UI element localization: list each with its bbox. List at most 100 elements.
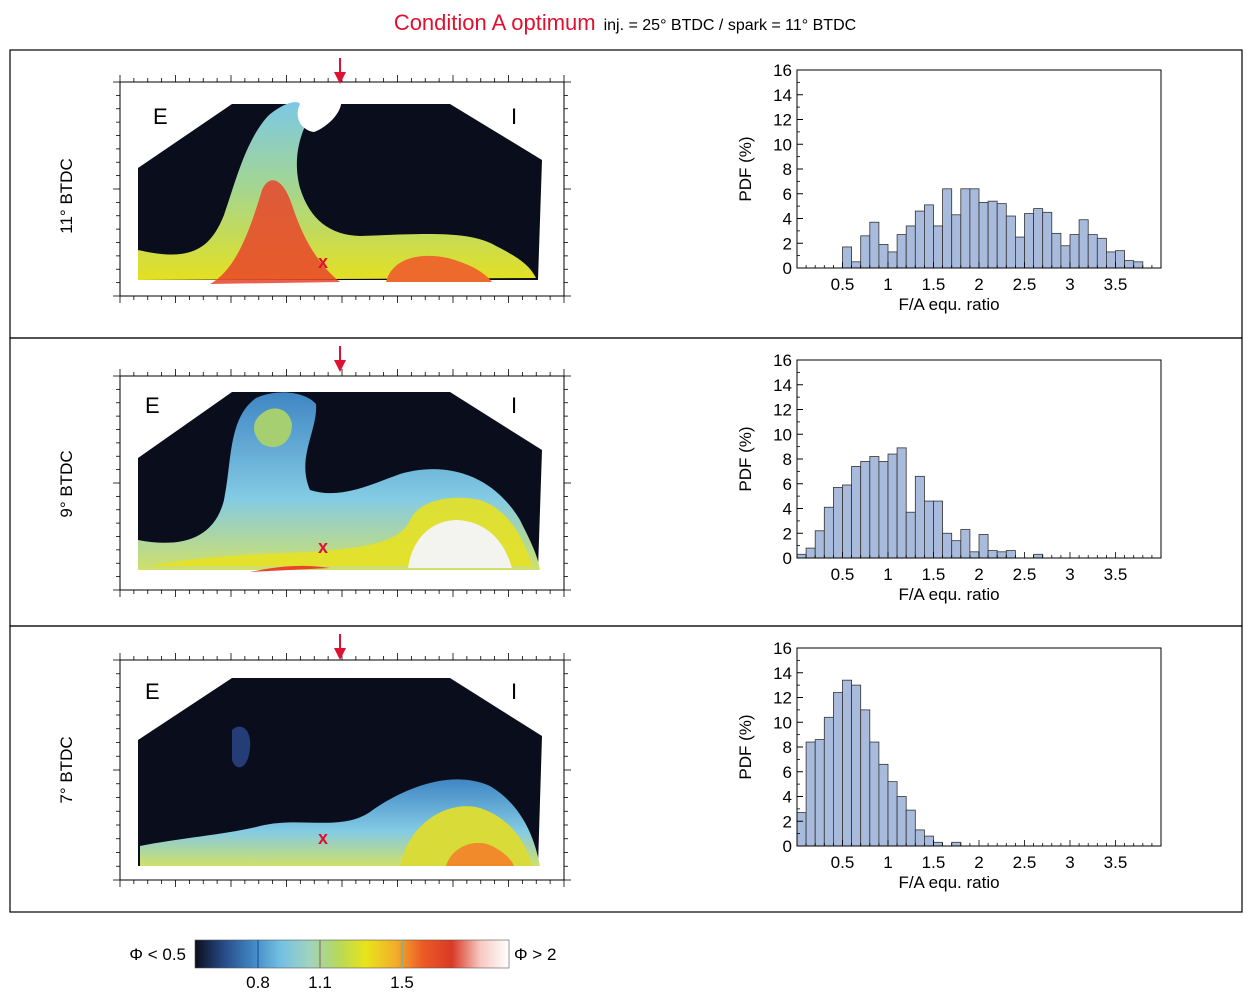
pdf-histogram: 0 2 4 6 8 10 12 14 16 0.5 1 1.5 2 2.5 3 3.5 F/A equ. rat… (736, 351, 1162, 604)
rich-zone (250, 565, 330, 572)
intake-marker: I (511, 104, 517, 129)
histogram-bar (996, 551, 1007, 559)
histogram-bar (1115, 250, 1125, 269)
histogram-bar (1033, 553, 1044, 559)
y-tick-label: 14 (773, 86, 792, 105)
histogram-bar (1005, 215, 1016, 269)
exhaust-marker: E (153, 104, 168, 129)
mixture-plume (138, 102, 536, 280)
histogram-bar (896, 447, 907, 559)
spark-plug-marker: x (318, 537, 328, 557)
histogram-bar (796, 553, 807, 559)
histogram-bar (1051, 232, 1062, 269)
histogram-bar (823, 716, 834, 847)
y-axis-label: PDF (%) (736, 426, 755, 491)
colorbar: Φ < 0.5 Φ > 2 0.8 1.1 1.5 (129, 939, 556, 992)
spark-plug-marker: x (318, 828, 328, 848)
histogram-bar (933, 500, 944, 559)
pdf-histogram: 0 2 4 6 8 10 12 14 16 0.5 1 1.5 2 2.5 3 3.5 F/A equ. rat… (736, 61, 1162, 314)
histogram-bar (960, 188, 971, 269)
image-ticks (113, 75, 571, 303)
y-tick-label: 6 (783, 185, 792, 204)
histogram-bar (969, 551, 980, 559)
histogram-bar (851, 466, 862, 559)
histogram-bar (914, 475, 925, 559)
histogram-bar (1106, 251, 1116, 269)
panel-7-btdc: 7° BTDC E I x 0 2 4 6 8 10 12 14 16 0.5 1 1.5 2 2.5 3 3… (9, 625, 1243, 913)
histogram-bar (924, 835, 934, 847)
histogram-bar (1124, 260, 1135, 269)
y-tick-label: 10 (773, 135, 792, 154)
pdf-histogram: 0 2 4 6 8 10 12 14 16 0.5 1 1.5 2 2.5 3 3.5 F/A equ. rat… (736, 639, 1162, 892)
lean-pocket (232, 726, 251, 768)
histogram-bar (860, 709, 871, 847)
x-tick-label: 1 (883, 275, 892, 294)
y-tick-label: 0 (783, 259, 792, 278)
y-tick-label: 6 (783, 475, 792, 494)
down-arrow-icon (334, 58, 346, 84)
intake-marker: I (511, 679, 517, 704)
exhaust-marker: E (145, 679, 160, 704)
y-tick-label: 12 (773, 401, 792, 420)
histogram-bar (833, 487, 843, 559)
x-axis-label: F/A equ. ratio (898, 585, 999, 604)
y-tick-label: 0 (783, 549, 792, 568)
histogram-bar (914, 829, 925, 847)
histogram-bar (869, 221, 880, 269)
y-tick-label: 16 (773, 61, 792, 80)
x-tick-label: 2.5 (1013, 565, 1037, 584)
histogram-bar (1133, 261, 1144, 269)
panel-frame (9, 625, 1243, 913)
colorbar-max-label: Φ > 2 (514, 945, 556, 964)
histogram-bar (924, 204, 934, 269)
histogram-bar (1060, 245, 1071, 269)
histogram-bar (978, 534, 989, 559)
exhaust-marker: E (145, 393, 160, 418)
histogram-bar (851, 261, 862, 269)
y-tick-label: 10 (773, 713, 792, 732)
y-tick-label: 2 (783, 234, 792, 253)
histogram-bar (842, 679, 853, 847)
histogram-bar (823, 506, 834, 559)
x-tick-label: 3.5 (1104, 275, 1128, 294)
x-tick-label: 1.5 (922, 853, 946, 872)
histogram-bar (1087, 234, 1098, 269)
histogram-bar (860, 461, 871, 559)
y-tick-label: 4 (783, 500, 792, 519)
y-tick-label: 2 (783, 812, 792, 831)
panel-11-btdc: 11° BTDC E I x 0 2 4 6 8 10 12 14 16 0.5 1 1.5 2 2.5 3… (9, 49, 1243, 339)
y-tick-label: 0 (783, 837, 792, 856)
histogram-bar (887, 781, 898, 847)
y-axis-label: PDF (%) (736, 136, 755, 201)
x-tick-label: 1 (883, 565, 892, 584)
histogram-bar (878, 763, 889, 847)
histogram-bar (951, 214, 962, 269)
histogram-bar (896, 796, 907, 847)
rich-zone (210, 180, 340, 284)
histogram-bar (905, 511, 916, 559)
histogram-bar (960, 529, 971, 559)
histogram-bar (842, 246, 853, 269)
histogram-bar (814, 530, 825, 559)
x-axis-label: F/A equ. ratio (898, 873, 999, 892)
histogram-bar (869, 741, 880, 847)
y-tick-label: 8 (783, 160, 792, 179)
histogram-bar (942, 188, 953, 269)
histogram-bar (942, 532, 953, 559)
x-tick-label: 0.5 (831, 565, 855, 584)
histogram-bar (924, 500, 934, 559)
x-tick-label: 1 (883, 853, 892, 872)
y-tick-label: 16 (773, 351, 792, 370)
intake-marker: I (511, 393, 517, 418)
histogram-bar (887, 453, 898, 559)
histogram-bar (951, 841, 962, 847)
x-tick-label: 3.5 (1104, 565, 1128, 584)
x-tick-label: 2 (974, 565, 983, 584)
image-ticks (113, 653, 571, 887)
x-tick-label: 1.5 (922, 275, 946, 294)
histogram-bar (978, 202, 989, 269)
histogram-bar (933, 225, 944, 269)
y-tick-label: 2 (783, 524, 792, 543)
x-tick-label: 2 (974, 853, 983, 872)
